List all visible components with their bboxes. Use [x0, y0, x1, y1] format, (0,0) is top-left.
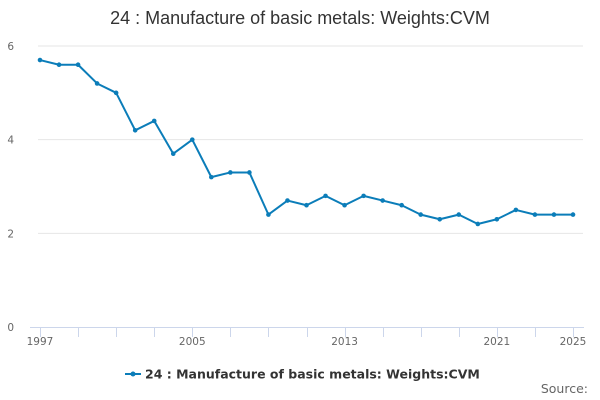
data-point-2003 [151, 118, 157, 124]
y-tick-label-2: 2 [7, 228, 14, 240]
data-point-2024 [551, 212, 557, 217]
data-point-2016 [399, 202, 404, 208]
data-point-2009 [266, 212, 271, 217]
data-point-2008 [247, 170, 252, 175]
data-point-2005 [189, 137, 195, 142]
x-tick-label-2025: 2025 [560, 336, 587, 348]
y-tick-label-4: 4 [7, 135, 14, 147]
data-point-2015 [380, 198, 385, 203]
x-tick-label-2005: 2005 [179, 336, 206, 348]
data-point-2011 [304, 202, 309, 208]
data-point-2002 [132, 128, 138, 133]
x-tick-label-2021: 2021 [483, 336, 510, 348]
x-axis [30, 327, 584, 337]
data-point-2000 [94, 81, 100, 86]
data-point-2022 [513, 207, 519, 213]
x-axis-labels: 1997 2005 2013 2021 2025 [27, 336, 587, 348]
x-tick-label-2013: 2013 [331, 336, 358, 348]
x-tick-label-1997: 1997 [27, 336, 54, 348]
y-tick-label-6: 6 [7, 41, 14, 53]
legend-label: 24 : Manufacture of basic metals: Weight… [145, 367, 480, 382]
source-label: Source: [540, 381, 588, 396]
data-point-1999 [75, 62, 81, 68]
data-point-2014 [361, 193, 366, 199]
y-axis: 0 2 4 6 [7, 41, 14, 334]
data-point-2010 [285, 198, 290, 203]
data-point-2006 [209, 174, 214, 180]
data-point-2018 [437, 216, 443, 222]
data-point-2013 [342, 202, 347, 208]
data-point-2004 [170, 151, 176, 157]
data-point-2001 [113, 90, 119, 96]
grid-lines [38, 45, 583, 234]
data-point-2007 [228, 170, 233, 175]
series-line-0 [39, 59, 574, 225]
y-tick-label-0: 0 [7, 322, 14, 334]
data-point-2019 [456, 212, 462, 217]
data-point-2021 [494, 216, 500, 222]
data-point-2023 [532, 212, 538, 217]
series-group [37, 57, 576, 227]
data-point-1998 [56, 62, 62, 68]
data-point-2017 [418, 212, 424, 217]
data-point-2012 [323, 193, 328, 199]
data-point-1997 [37, 57, 43, 63]
data-point-2020 [475, 221, 481, 227]
data-point-2025 [570, 212, 576, 217]
chart-title: 24 : Manufacture of basic metals: Weight… [110, 8, 490, 28]
legend[interactable]: 24 : Manufacture of basic metals: Weight… [125, 367, 480, 382]
legend-marker-icon [130, 371, 136, 377]
